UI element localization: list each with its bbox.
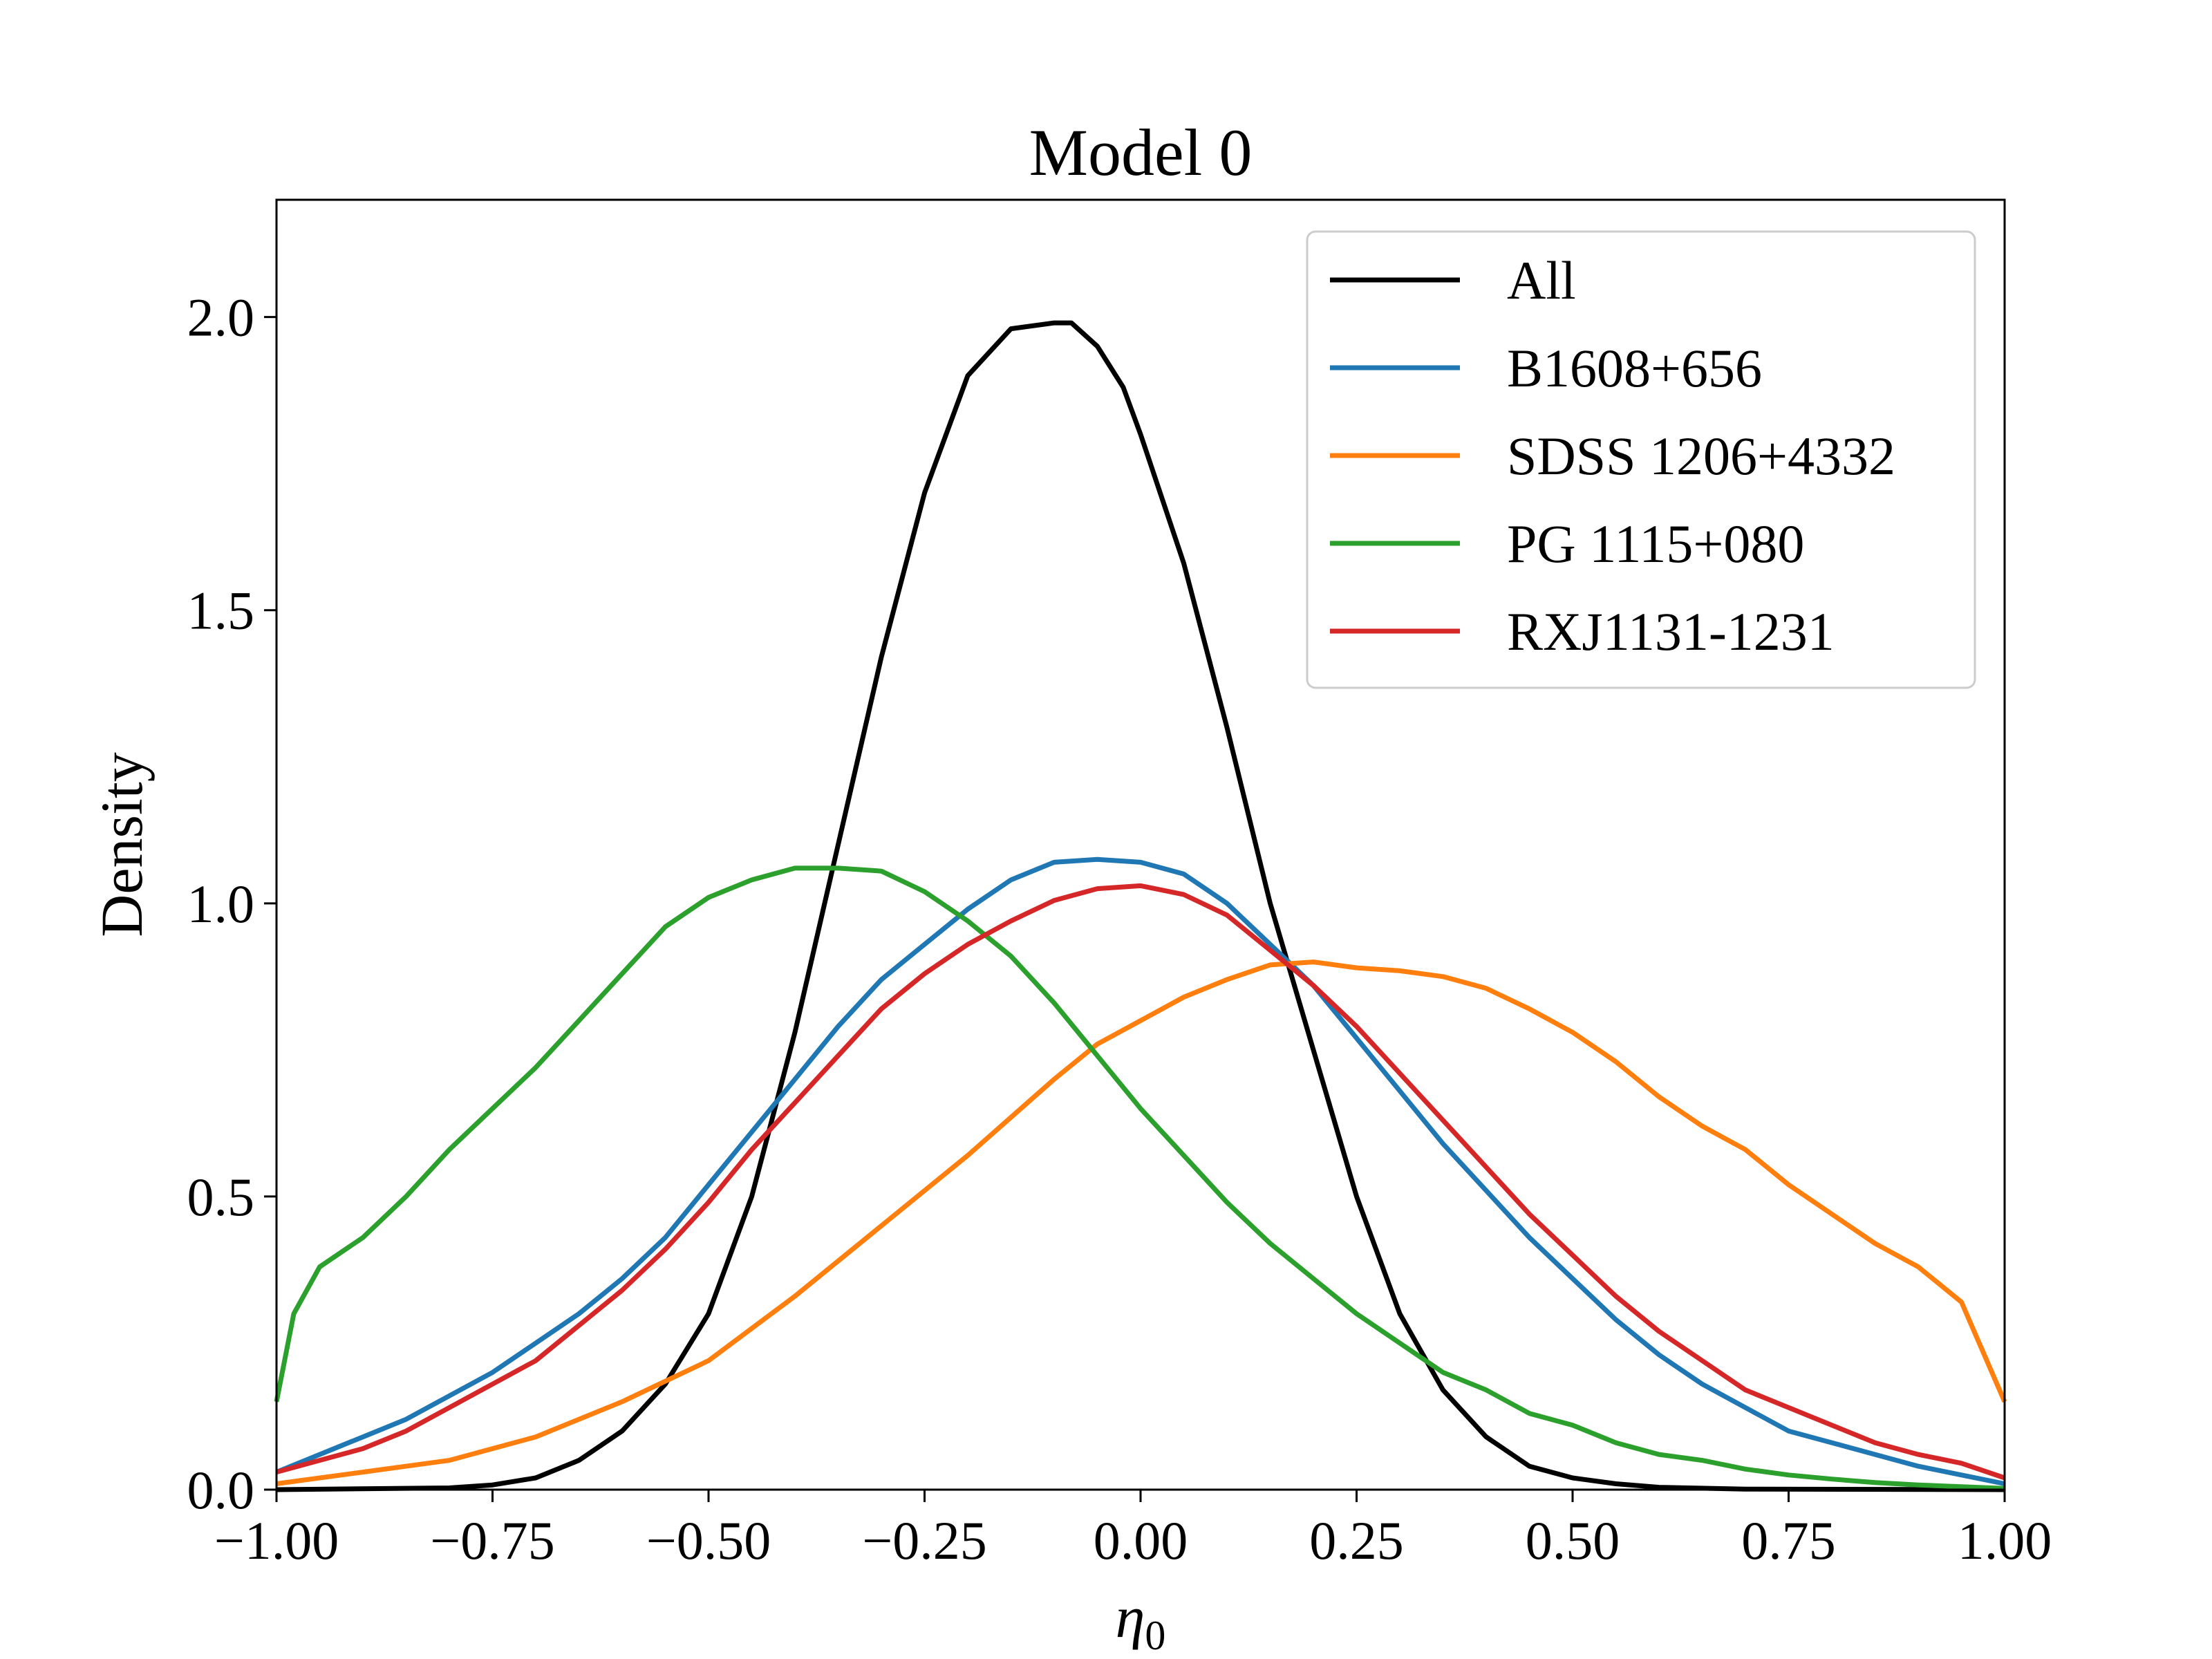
x-axis-label: η0 — [1116, 1584, 1166, 1658]
chart-title: Model 0 — [1029, 115, 1253, 189]
y-tick-label: 0.0 — [187, 1460, 255, 1520]
legend-label: PG 1115+080 — [1507, 514, 1804, 574]
x-tick-label: 0.75 — [1741, 1510, 1836, 1571]
legend: All B1608+656 SDSS 1206+4332 PG 1115+080 RXJ… — [1306, 230, 1976, 689]
x-tick-label: −0.25 — [862, 1510, 987, 1571]
x-tick-label: −0.75 — [430, 1510, 555, 1571]
y-axis: 0.0 0.5 1.0 1.5 2.0 — [187, 288, 276, 1520]
x-tick-label: 0.25 — [1309, 1510, 1404, 1571]
y-tick-label: 1.5 — [187, 581, 255, 641]
legend-label: SDSS 1206+4332 — [1507, 426, 1895, 486]
legend-label: RXJ1131-1231 — [1507, 601, 1835, 662]
x-tick-label: 0.00 — [1094, 1510, 1188, 1571]
series-line-pg-1115-080 — [274, 865, 2005, 1491]
series-line-sdss-1206-4332 — [276, 959, 2007, 1486]
x-tick-label: 0.50 — [1526, 1510, 1620, 1571]
series-line-b1608-656 — [275, 856, 2005, 1486]
legend-label: B1608+656 — [1507, 338, 1762, 398]
x-axis: −1.00 −0.75 −0.50 −0.25 0.00 0.25 0.50 0.75 1.00 — [214, 1490, 2052, 1571]
legend-box — [1306, 230, 1976, 689]
x-tick-label: −0.50 — [646, 1510, 771, 1571]
y-tick-label: 0.5 — [187, 1167, 255, 1227]
plot-area — [274, 320, 2007, 1492]
y-tick-label: 1.0 — [187, 874, 255, 934]
y-axis-label: Density — [88, 752, 155, 937]
y-tick-label: 2.0 — [187, 288, 255, 348]
series-line-rxj1131-1231 — [276, 883, 2006, 1481]
x-tick-label: −1.00 — [214, 1510, 339, 1571]
x-tick-label: 1.00 — [1958, 1510, 2052, 1571]
series-line-all — [276, 320, 2005, 1492]
legend-label: All — [1507, 250, 1576, 310]
